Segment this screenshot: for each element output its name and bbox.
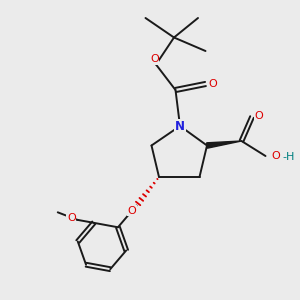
Text: N: N: [175, 119, 185, 133]
Polygon shape: [207, 141, 242, 148]
Text: O: O: [271, 151, 280, 161]
Text: O: O: [128, 206, 136, 216]
Text: O: O: [208, 79, 217, 89]
Text: O: O: [150, 54, 159, 64]
Text: O: O: [254, 110, 263, 121]
Text: -H: -H: [282, 152, 294, 163]
Text: O: O: [67, 213, 76, 223]
